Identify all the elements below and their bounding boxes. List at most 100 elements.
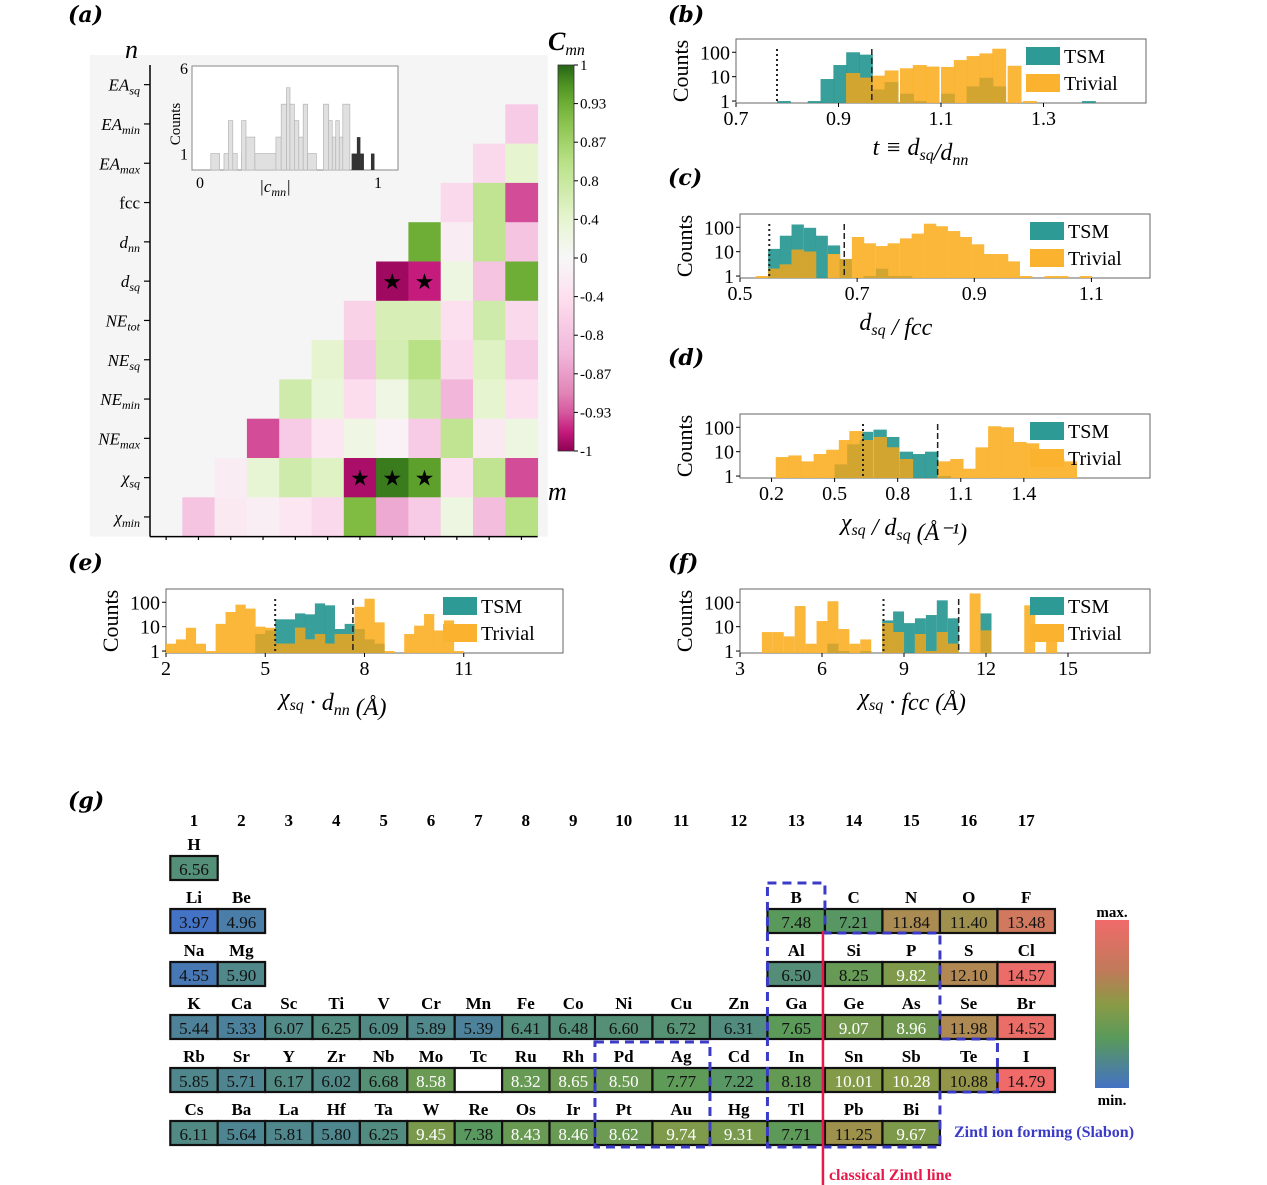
element-value: 9.31 (724, 1125, 754, 1144)
y-tick-label: NEsq (107, 351, 140, 373)
legend-label-tsm: TSM (1068, 596, 1109, 618)
element-cell (593, 1066, 654, 1094)
element-value: 8.96 (896, 1019, 926, 1038)
y-tick-label: EAmin (100, 115, 140, 137)
heatmap-cell (343, 497, 377, 538)
element-cell (169, 854, 219, 882)
hist-bar-trivial (404, 634, 415, 653)
inset-bar (331, 136, 337, 171)
element-symbol: Ag (671, 1047, 692, 1066)
heatmap-cell (311, 340, 345, 380)
element-symbol: Fe (517, 994, 535, 1013)
group-label: 4 (332, 811, 341, 830)
hist-bar-overlap (936, 632, 948, 653)
hist-bar-trivial (995, 254, 1009, 278)
element-symbol: Ru (515, 1047, 537, 1066)
element-symbol: Ir (566, 1100, 581, 1119)
panel-label-b: (b) (668, 2, 705, 28)
y-tick-label: 100 (700, 42, 730, 64)
x-axis-title: m (548, 477, 567, 506)
y-tick-label: 1 (720, 91, 730, 113)
panel-label-a: (a) (68, 2, 104, 28)
heatmap-cell (408, 222, 442, 262)
hist-bar-trivial (959, 236, 972, 278)
zintl-ion-region-outline-pd-au (593, 1040, 712, 1149)
heatmap-cell (376, 497, 409, 538)
x-tick-label: 1.1 (929, 108, 954, 130)
group-label: 16 (960, 811, 977, 830)
group-label: 10 (615, 811, 632, 830)
hist-bar-tsm (820, 79, 835, 103)
x-tick-label: 0.2 (759, 483, 784, 505)
heatmap-cell (440, 458, 474, 498)
inset-bar (210, 153, 220, 171)
hist-bar-overlap (324, 643, 336, 653)
element-value: 5.33 (227, 1019, 257, 1038)
element-cell (216, 1119, 267, 1147)
element-value: 5.44 (179, 1019, 209, 1038)
element-value: 3.97 (179, 913, 209, 932)
hist-bar-trivial (775, 457, 790, 478)
element-value: 5.85 (179, 1072, 209, 1091)
legend-swatch-trivial (1026, 74, 1060, 92)
legend-label-trivial: Trivial (1068, 248, 1122, 270)
element-value: 9.82 (896, 966, 926, 985)
star-marker: ★ (415, 466, 435, 491)
element-value: 5.81 (274, 1125, 304, 1144)
hist-bar-tsm (947, 618, 959, 653)
hist-bar-trivial (863, 243, 876, 278)
element-symbol: Ti (328, 994, 344, 1013)
legend-label-trivial: Trivial (1064, 73, 1118, 95)
hist-bar-overlap (912, 101, 927, 103)
heatmap-cell (473, 458, 506, 498)
element-value: 5.71 (227, 1072, 257, 1091)
heatmap-cell (343, 379, 377, 420)
heatmap-cell (279, 379, 312, 420)
hist-bar-trivial (912, 65, 927, 103)
x-tick-label: 0.9 (962, 283, 987, 305)
heatmap-cell (440, 182, 474, 223)
element-symbol: Zn (728, 994, 749, 1013)
heatmap-cell (311, 497, 345, 538)
histogram-f: 110 100 Counts 3 6 9 12 15 χsq · fcc (Å) TSM Trivi… (672, 588, 1151, 716)
element-symbol: Hf (327, 1100, 346, 1119)
element-value: 12.10 (950, 966, 988, 985)
element-value: 8.62 (609, 1125, 639, 1144)
element-value: 6.56 (179, 860, 209, 879)
element-symbol: Re (468, 1100, 488, 1119)
y-tick-label: 1 (724, 466, 734, 488)
element-cell (651, 1119, 712, 1147)
element-cell (311, 1013, 362, 1041)
element-cell (881, 1119, 942, 1147)
hist-bar-tsm (285, 619, 296, 653)
heatmap-cell (214, 497, 248, 538)
heatmap-cell (473, 497, 506, 538)
hist-bar-trivial (225, 611, 236, 653)
hist-bar-overlap (314, 634, 326, 653)
hist-bar-trivial (971, 244, 985, 278)
legend-label-trivial: Trivial (1068, 448, 1122, 470)
hist-bar-trivial (800, 461, 815, 478)
histogram-d: 110 100 Counts 0.2 0.5 0.8 1.1 1.4 χsq / dsq (Å⁻… (672, 413, 1151, 546)
hist-bar-overlap (882, 623, 894, 653)
inset-bar (241, 120, 247, 171)
inset-bar (286, 87, 291, 171)
element-cell (216, 960, 267, 988)
colorbar-tick-label: 0.4 (580, 212, 599, 228)
legend-label-trivial: Trivial (481, 623, 535, 645)
heatmap-cell (376, 261, 409, 302)
hist-bar-overlap (827, 643, 839, 653)
heatmap-cell (279, 458, 312, 498)
hist-bar-trivial (962, 468, 977, 478)
zintl-ion-region-outline (765, 881, 999, 1149)
element-cell (996, 1013, 1057, 1041)
hist-bar-trivial (983, 254, 996, 278)
x-tick-label: 1.1 (1079, 283, 1104, 305)
legend-label-tsm: TSM (1068, 221, 1109, 243)
hist-bar-overlap (886, 447, 900, 478)
hist-bar-overlap (344, 634, 355, 653)
x-tick-label: 1.4 (1011, 483, 1036, 505)
hist-bar-trivial (838, 629, 850, 653)
heatmap-cell (311, 458, 345, 498)
hist-bar-trivial (1019, 276, 1033, 278)
